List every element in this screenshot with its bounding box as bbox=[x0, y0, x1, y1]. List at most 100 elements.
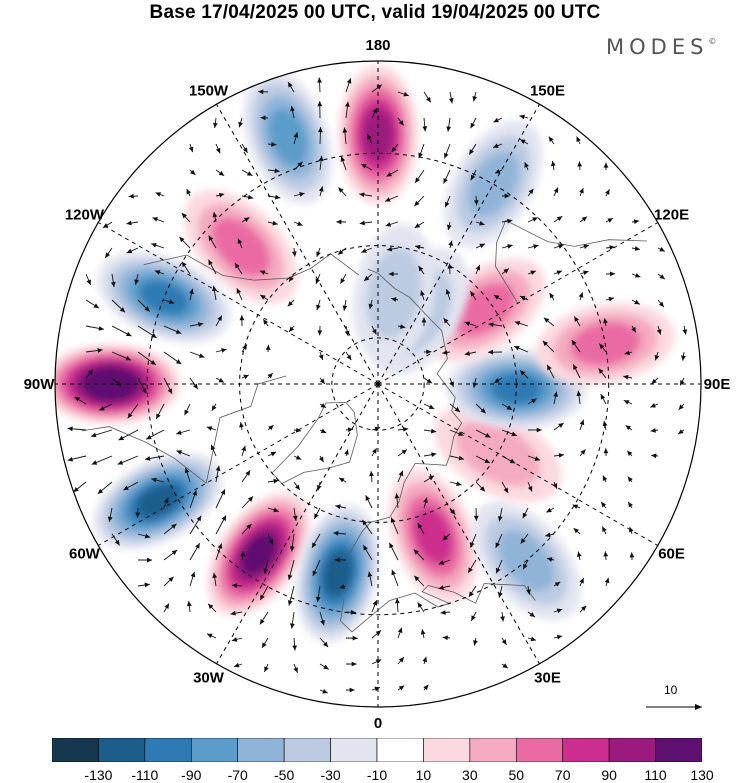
wind-arrow bbox=[237, 238, 243, 249]
wind-arrow bbox=[345, 351, 352, 361]
wind-arrow bbox=[90, 429, 113, 438]
meridian-line bbox=[98, 383, 379, 546]
wind-arrow bbox=[605, 189, 610, 197]
wind-arrow bbox=[215, 515, 227, 535]
wind-arrow bbox=[260, 294, 269, 301]
wind-arrow bbox=[315, 585, 321, 603]
wind-arrow bbox=[178, 236, 191, 249]
wind-arrow bbox=[524, 161, 529, 171]
wind-arrow bbox=[527, 188, 534, 197]
colorbar-tick-label: -130 bbox=[84, 767, 113, 783]
coastline bbox=[81, 375, 287, 484]
wind-arrow bbox=[449, 455, 465, 461]
wind-arrow bbox=[267, 372, 274, 379]
wind-arrow bbox=[651, 453, 659, 459]
wind-arrow bbox=[259, 585, 269, 601]
wind-arrow bbox=[311, 533, 321, 549]
wind-arrow bbox=[413, 549, 425, 561]
wind-arrow bbox=[448, 91, 454, 104]
wind-arrow bbox=[602, 475, 608, 483]
colorbar-tick-label: 90 bbox=[601, 767, 617, 783]
wind-arrow bbox=[319, 637, 329, 648]
wind-arrow bbox=[421, 317, 427, 327]
wind-arrow bbox=[371, 659, 382, 665]
wind-arrow bbox=[579, 187, 584, 197]
anomaly-cell bbox=[446, 348, 587, 429]
wind-arrow bbox=[293, 221, 303, 226]
wind-arrow bbox=[493, 294, 503, 301]
wind-arrow bbox=[265, 344, 271, 353]
wind-arrow bbox=[464, 321, 477, 327]
wind-arrow bbox=[137, 557, 153, 563]
wind-arrow bbox=[371, 448, 378, 457]
wind-arrow bbox=[91, 455, 113, 465]
wind-arrow bbox=[163, 325, 182, 334]
wind-arrow bbox=[397, 470, 404, 483]
wind-arrow bbox=[423, 428, 437, 434]
wind-arrow bbox=[241, 169, 253, 177]
wind-arrow bbox=[470, 169, 477, 181]
wind-arrow bbox=[293, 455, 302, 460]
wind-arrow bbox=[267, 141, 277, 147]
wind-arrow bbox=[313, 507, 321, 520]
colorbar-tick-label: 70 bbox=[554, 767, 571, 783]
wind-arrow bbox=[444, 143, 451, 159]
wind-arrow bbox=[137, 582, 150, 588]
wind-arrow bbox=[319, 688, 328, 694]
wind-arrow bbox=[117, 455, 139, 465]
wind-arrow bbox=[127, 403, 139, 419]
wind-arrow bbox=[550, 160, 556, 171]
wind-arrow bbox=[397, 627, 403, 639]
wind-arrow bbox=[500, 611, 505, 622]
colorbar-tick-label: -50 bbox=[274, 767, 295, 783]
wind-arrow bbox=[188, 143, 194, 153]
wind-arrow bbox=[259, 611, 269, 625]
wind-arrow bbox=[573, 316, 581, 327]
wind-arrow bbox=[447, 263, 453, 275]
anomaly-cell bbox=[388, 468, 478, 603]
wind-arrow bbox=[519, 295, 529, 301]
wind-arrow bbox=[576, 551, 582, 561]
wind-arrow bbox=[337, 247, 347, 256]
longitude-label: 90E bbox=[704, 376, 731, 393]
wind-arrow bbox=[423, 475, 435, 483]
wind-arrow bbox=[603, 318, 608, 327]
wind-arrow bbox=[414, 195, 425, 207]
longitude-label: 30E bbox=[534, 670, 561, 687]
wind-arrow bbox=[449, 481, 462, 487]
wind-arrow bbox=[135, 507, 141, 518]
wind-arrow bbox=[677, 429, 685, 435]
meridian-line bbox=[377, 104, 540, 385]
anomaly-contour bbox=[241, 533, 277, 575]
wind-arrow bbox=[368, 299, 374, 310]
wind-arrow bbox=[625, 424, 633, 431]
wind-arrow bbox=[579, 244, 590, 249]
longitude-label: 150E bbox=[530, 82, 565, 99]
wind-arrow bbox=[631, 273, 641, 278]
wind-arrow bbox=[626, 450, 633, 457]
colorbar-swatch bbox=[423, 738, 471, 762]
wind-arrow bbox=[151, 477, 165, 483]
wind-arrow bbox=[475, 429, 491, 438]
longitude-label: 60W bbox=[69, 546, 101, 563]
wind-arrow bbox=[85, 299, 100, 309]
wind-arrow bbox=[212, 572, 218, 587]
wind-arrow bbox=[423, 377, 433, 384]
wind-arrow bbox=[475, 264, 481, 275]
wind-arrow bbox=[339, 584, 347, 589]
wind-arrow bbox=[241, 496, 254, 509]
wind-arrow bbox=[137, 377, 147, 394]
colorbar-swatch bbox=[144, 738, 192, 762]
longitude-label: 120E bbox=[654, 207, 689, 224]
longitude-label: 0 bbox=[374, 715, 382, 732]
coastlines bbox=[81, 219, 647, 633]
wind-arrow bbox=[493, 117, 503, 123]
wind-arrow bbox=[189, 288, 194, 301]
wind-arrow bbox=[553, 244, 564, 249]
wind-arrow bbox=[371, 686, 381, 692]
wind-arrow bbox=[74, 396, 87, 405]
longitude-label: 150W bbox=[189, 82, 229, 99]
wind-arrow bbox=[513, 345, 529, 353]
wind-arrow bbox=[345, 687, 355, 693]
brand-logo: MODES© bbox=[606, 35, 716, 59]
